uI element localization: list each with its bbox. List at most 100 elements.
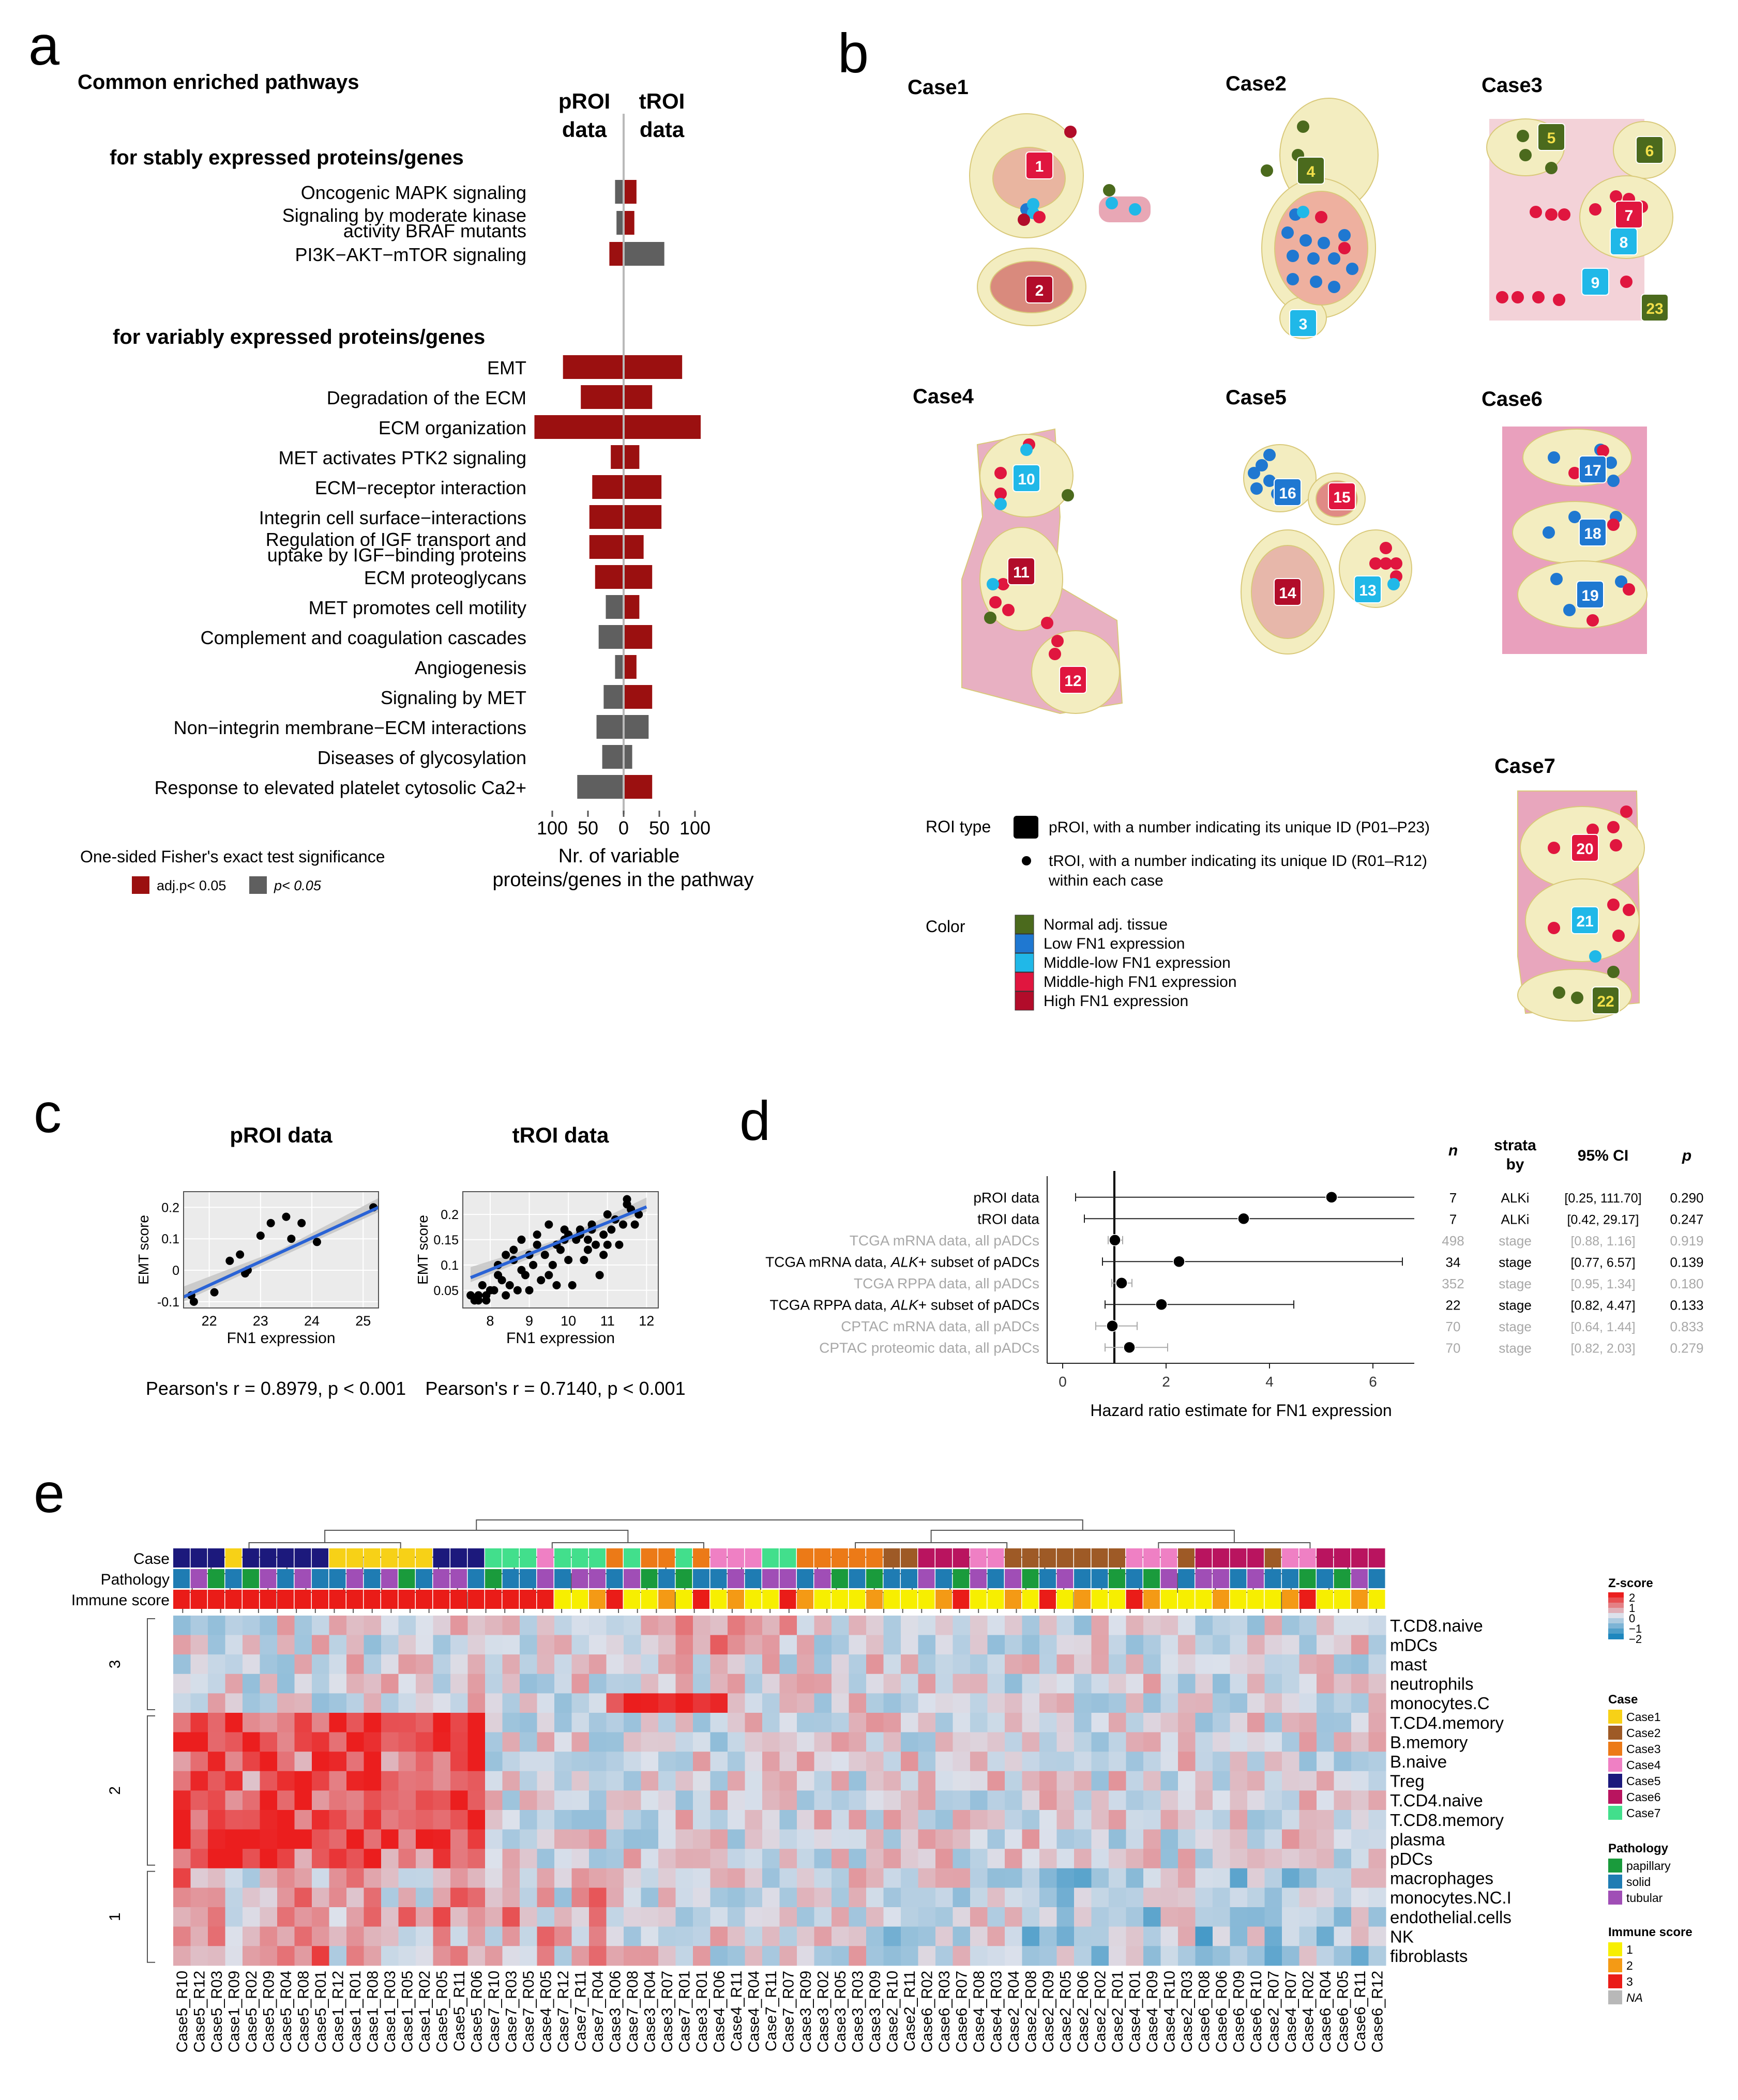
data-point <box>623 1195 631 1204</box>
heatmap-cell <box>1160 1829 1178 1849</box>
pathology-annotation-cell <box>173 1569 190 1588</box>
heatmap-cell <box>502 1829 520 1849</box>
pathology-annotation-cell <box>935 1569 952 1588</box>
troi-dot <box>1553 986 1565 999</box>
zscore-tick: 2 <box>1629 1591 1635 1604</box>
heatmap-cell <box>797 1868 814 1888</box>
heatmap-cell <box>1091 1946 1109 1966</box>
pathology-annotation-cell <box>866 1569 883 1588</box>
heatmap-cell <box>1195 1790 1213 1810</box>
case-annotation-cell <box>762 1548 779 1568</box>
heatmap-cell <box>346 1926 364 1946</box>
case-annotation-cell <box>329 1548 346 1568</box>
x-axis-label: FN1 expression <box>226 1330 335 1347</box>
heatmap-cell <box>190 1926 208 1946</box>
heatmap-cell <box>728 1713 745 1733</box>
heatmap-cell <box>624 1693 641 1713</box>
immune-annotation-cell <box>762 1590 779 1609</box>
proi-badge <box>1641 294 1669 322</box>
data-point <box>533 1240 541 1249</box>
heatmap-cell <box>883 1673 901 1694</box>
row-dendrogram <box>147 1618 155 1710</box>
heatmap-cell <box>901 1829 918 1849</box>
column-label: Case7_R08 <box>624 1971 641 2052</box>
heatmap-cell <box>294 1654 312 1675</box>
heatmap-cell <box>1213 1654 1230 1675</box>
legend-swatch-p <box>249 876 267 894</box>
legend-item: 2 <box>1626 1959 1633 1972</box>
data-point <box>525 1286 534 1295</box>
heatmap-cell <box>745 1868 763 1888</box>
heatmap-cell <box>554 1790 572 1810</box>
case-title: Case6 <box>1482 388 1543 410</box>
heatmap-cell <box>485 1713 503 1733</box>
heatmap-cell <box>1282 1693 1299 1713</box>
heatmap-cell <box>1264 1732 1282 1752</box>
heatmap-cell <box>849 1713 867 1733</box>
heatmap-cell <box>1178 1907 1196 1927</box>
heatmap-cell <box>883 1868 901 1888</box>
heatmap-cell <box>1317 1946 1334 1966</box>
heatmap-cell <box>1074 1790 1092 1810</box>
immune-annotation-cell <box>381 1590 398 1609</box>
heatmap-cell <box>1109 1673 1126 1694</box>
heatmap-cell <box>1264 1926 1282 1946</box>
heatmap-cell <box>1109 1732 1126 1752</box>
heatmap-cell <box>762 1790 780 1810</box>
heatmap-cell <box>208 1926 225 1946</box>
heatmap-cell <box>987 1713 1005 1733</box>
data-point <box>478 1281 487 1289</box>
heatmap-cell <box>1039 1888 1057 1908</box>
heatmap-cell <box>987 1673 1005 1694</box>
heatmap-cell <box>1213 1771 1230 1791</box>
heatmap-cell <box>1264 1907 1282 1927</box>
heatmap-cell <box>1178 1752 1196 1772</box>
troi-dot <box>1607 966 1620 978</box>
legend-item: papillary <box>1626 1859 1671 1873</box>
heatmap-cell <box>1230 1771 1248 1791</box>
heatmap-cell <box>953 1771 971 1791</box>
case-annotation-cell <box>1213 1548 1229 1568</box>
pathway-label: ECM organization <box>379 417 526 438</box>
pathway-label: Oncogenic MAPK signaling <box>301 182 526 203</box>
column-label: Case2_R09 <box>1040 1971 1057 2052</box>
pearson-annotation: Pearson's r = 0.8979, p < 0.001 <box>146 1378 406 1399</box>
column-label: Case2_R05 <box>1057 1971 1074 2052</box>
heatmap-cell <box>866 1771 884 1791</box>
troi-bar <box>624 625 653 649</box>
heatmap-cell <box>381 1654 399 1675</box>
annotation-label: Case <box>133 1550 170 1568</box>
heatmap-cell <box>849 1752 867 1772</box>
heatmap-cell <box>762 1616 780 1636</box>
section-stable: for stably expressed proteins/genes <box>110 146 464 169</box>
heatmap-cell <box>675 1673 693 1694</box>
heatmap-cell <box>1074 1849 1092 1869</box>
heatmap-cell <box>1143 1868 1161 1888</box>
heatmap-cell <box>866 1732 884 1752</box>
heatmap-cell <box>1022 1732 1040 1752</box>
heatmap-cell <box>797 1810 814 1830</box>
row-n: 7 <box>1449 1211 1457 1227</box>
plot-title: tROI data <box>512 1123 609 1147</box>
case-annotation-cell <box>433 1548 450 1568</box>
heatmap-cell <box>190 1693 208 1713</box>
case-annotation-cell <box>675 1548 692 1568</box>
heatmap-cell <box>797 1888 814 1908</box>
legend-swatch <box>1608 1875 1622 1889</box>
heatmap-cell <box>1056 1946 1075 1966</box>
heatmap-cell <box>675 1693 693 1713</box>
troi-dot <box>1027 198 1039 210</box>
heatmap-cell <box>901 1713 918 1733</box>
proi-bar <box>596 715 624 739</box>
column-label: Case3_R03 <box>849 1971 866 2052</box>
heatmap-cell <box>1039 1635 1057 1655</box>
heatmap-cell <box>1317 1849 1334 1869</box>
heatmap-cell <box>1317 1654 1334 1675</box>
troi-dot <box>1018 214 1030 226</box>
heatmap-cell <box>312 1732 329 1752</box>
heatmap-cell <box>1091 1810 1109 1830</box>
pathway-label: Degradation of the ECM <box>327 387 526 408</box>
heatmap-cell <box>901 1654 918 1675</box>
heatmap-cell <box>1005 1752 1022 1772</box>
troi-dot <box>1263 449 1276 461</box>
